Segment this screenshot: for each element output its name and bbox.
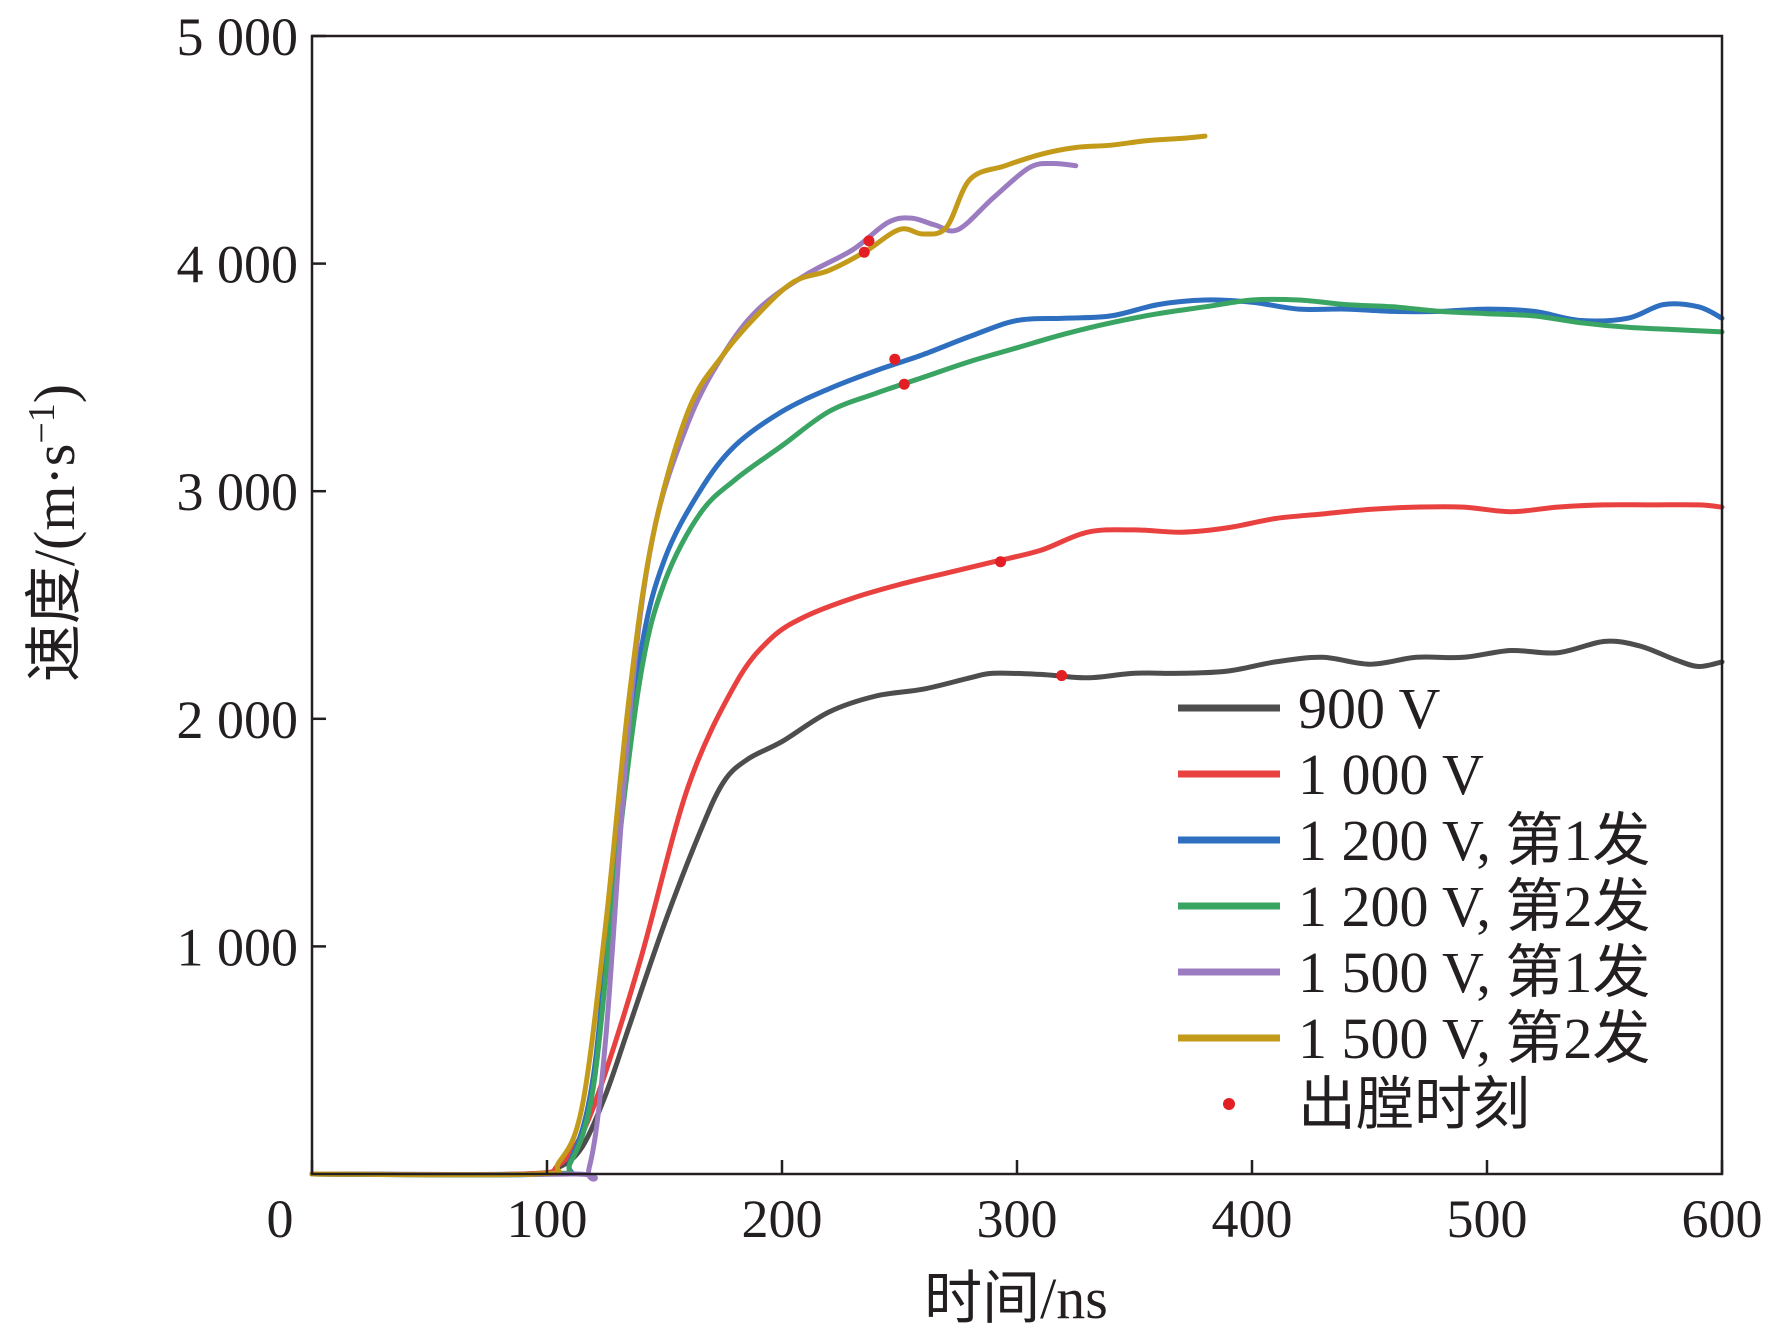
legend-label-4: 1 200 V, 第2发 [1298,874,1650,939]
plot-lines [309,133,1725,1182]
muzzle-exit-point-3 [889,353,901,365]
y-axis-label-close: ) [22,384,87,403]
x-tick-label: 500 [1447,1189,1528,1249]
x-tick-label: 100 [507,1189,588,1249]
legend-marker-swatch [1223,1098,1235,1110]
muzzle-exit-point-5 [995,556,1007,568]
y-axis-label-main: 速度/(m·s [22,444,87,682]
y-axis-label-exponent: −1 [21,403,63,443]
muzzle-exit-point-4 [898,378,910,390]
y-tick-label: 3 000 [177,462,299,522]
series-line-2 [309,502,1725,1178]
y-tick-label: 4 000 [177,235,299,295]
series-line-1 [309,638,1725,1177]
x-axis-label: 时间/ns [924,1266,1108,1331]
y-tick-label: 2 000 [177,690,299,750]
y-tick-label: 5 000 [177,7,299,67]
x-tick-label: 400 [1212,1189,1293,1249]
series-line-4 [309,296,1725,1178]
muzzle-exit-point-1 [858,246,870,258]
legend-label-5: 1 500 V, 第1发 [1298,940,1650,1005]
x-tick-label: 0 [267,1189,294,1249]
legend-label-2: 1 000 V [1298,742,1484,807]
y-tick-label: 1 000 [177,917,299,977]
legend-label-3: 1 200 V, 第1发 [1298,808,1650,873]
x-tick-label: 200 [742,1189,823,1249]
x-tick-label: 600 [1682,1189,1763,1249]
y-axis-ticks: 1 000 2 000 3 000 4 000 5 000 [177,7,326,977]
muzzle-exit-markers [858,235,1068,682]
x-axis-ticks: 0 100 200 300 400 500 600 [267,1160,1763,1249]
series-line-6 [309,133,1208,1178]
legend-label-1: 900 V [1298,676,1440,741]
legend-label-6: 1 500 V, 第2发 [1298,1006,1650,1071]
legend-label-markers: 出膛时刻 [1298,1072,1530,1137]
series-line-5 [309,160,1079,1182]
y-axis-label: 速度/(m·s−1) [21,384,87,682]
x-tick-label: 300 [977,1189,1058,1249]
muzzle-exit-point-2 [863,235,875,247]
y-axis-label-group: 速度/(m·s−1) [21,384,87,682]
muzzle-exit-point-6 [1056,670,1068,682]
